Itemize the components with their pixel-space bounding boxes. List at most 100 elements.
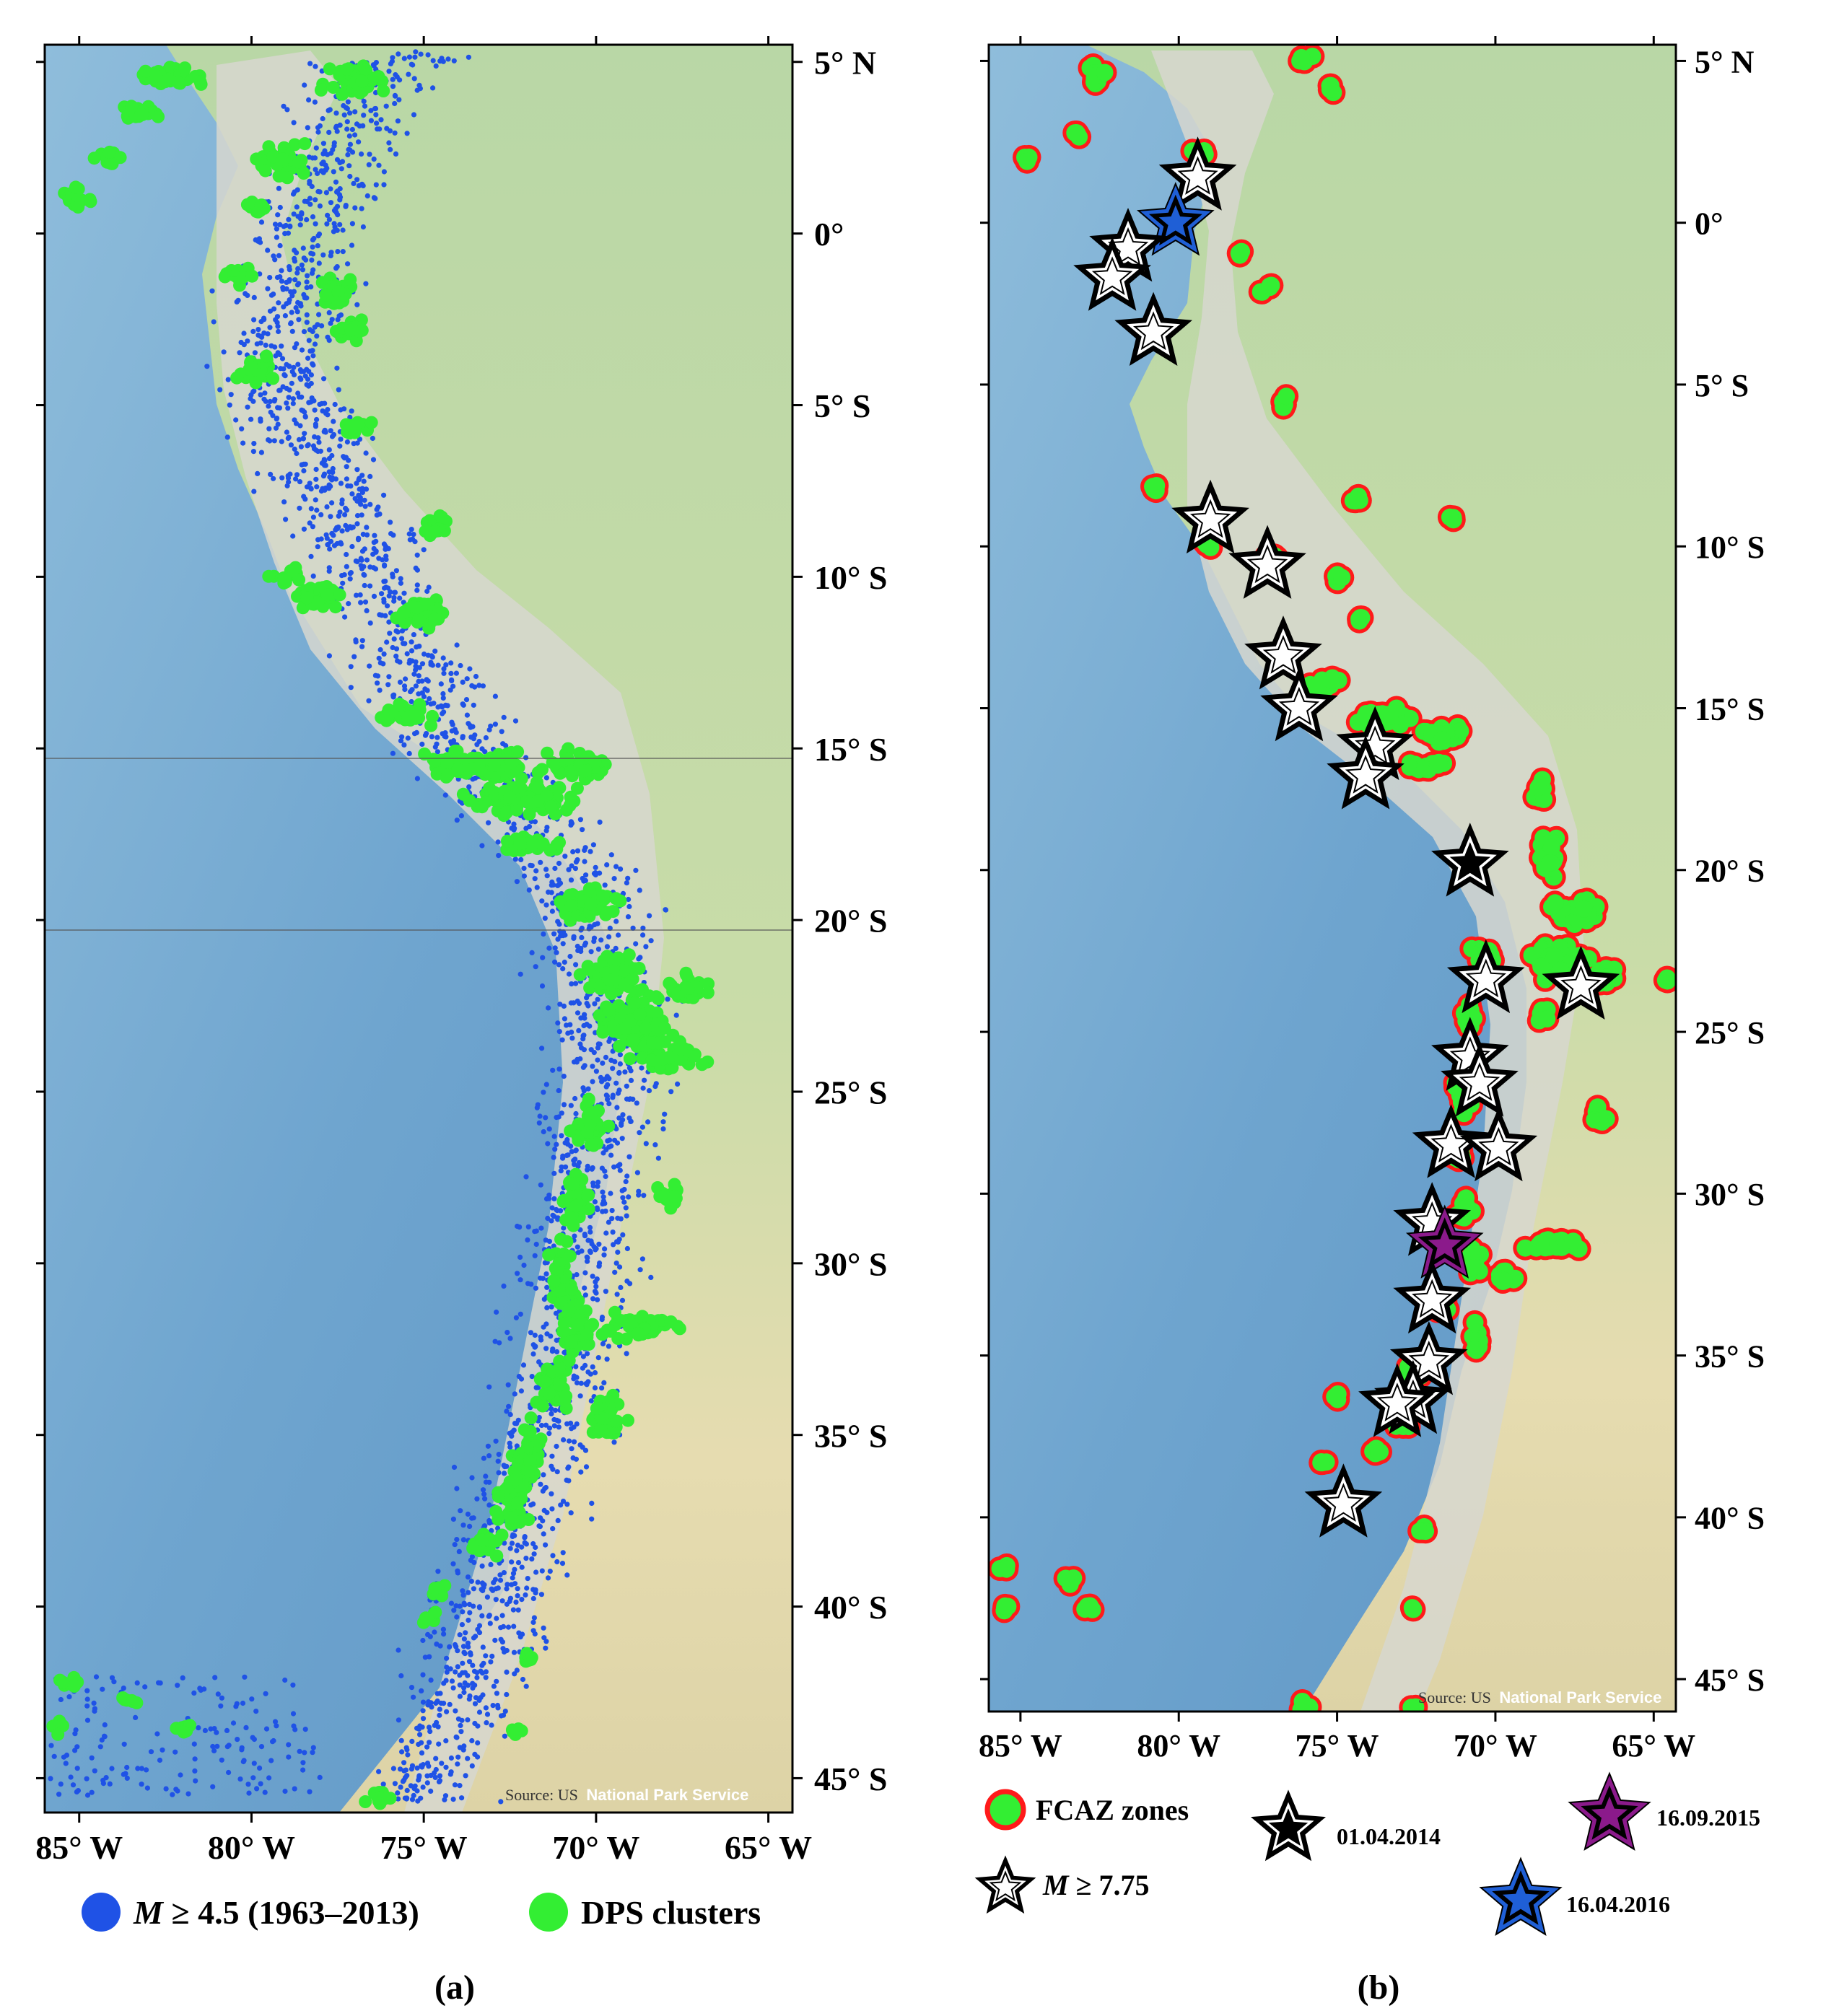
earthquake-point	[392, 130, 398, 136]
earthquake-point	[359, 638, 365, 644]
earthquake-point	[453, 670, 460, 676]
earthquake-point	[585, 1258, 590, 1264]
earthquake-point	[278, 366, 284, 372]
earthquake-point	[293, 476, 299, 482]
earthquake-point	[265, 247, 271, 253]
earthquake-point	[424, 1744, 430, 1750]
earthquake-point	[497, 1572, 503, 1578]
earthquake-point	[533, 1544, 538, 1551]
earthquake-point	[551, 1416, 557, 1423]
earthquake-point	[605, 1082, 611, 1087]
dps-cluster-point	[553, 1378, 567, 1392]
earthquake-point	[457, 1673, 463, 1678]
earthquake-point	[410, 62, 416, 68]
earthquake-point	[416, 673, 421, 679]
earthquake-point	[514, 879, 520, 885]
earthquake-point	[406, 71, 411, 77]
earthquake-point	[474, 1496, 480, 1502]
earthquake-point	[442, 1793, 449, 1799]
earthquake-point	[594, 1276, 600, 1282]
earthquake-point	[522, 1535, 528, 1541]
earthquake-point	[481, 1491, 487, 1497]
earthquake-point	[273, 425, 279, 431]
earthquake-point	[411, 632, 417, 638]
earthquake-point	[583, 872, 589, 878]
earthquake-point	[293, 304, 299, 311]
earthquake-point	[542, 1260, 548, 1266]
earthquake-point	[325, 412, 331, 418]
earthquake-point	[367, 583, 373, 589]
dps-cluster-point	[419, 1611, 432, 1625]
dps-cluster-point	[382, 704, 396, 716]
earthquake-point	[372, 566, 379, 572]
lat-label: 20° S	[814, 903, 887, 939]
earthquake-point	[321, 471, 328, 477]
earthquake-point	[335, 317, 341, 323]
earthquake-point	[640, 932, 646, 938]
earthquake-point	[142, 1684, 148, 1690]
earthquake-point	[571, 935, 577, 941]
dps-cluster-point	[619, 1022, 632, 1035]
earthquake-point	[343, 522, 349, 529]
earthquake-point	[294, 204, 300, 210]
earthquake-point	[347, 524, 353, 530]
earthquake-point	[510, 1607, 517, 1613]
earthquake-point	[526, 887, 532, 893]
dps-cluster-point	[245, 269, 259, 283]
earthquake-point	[348, 685, 354, 691]
earthquake-point	[291, 211, 297, 217]
earthquake-point	[419, 678, 425, 684]
earthquake-point	[538, 859, 543, 865]
earthquake-point	[496, 1470, 502, 1476]
earthquake-point	[479, 1613, 485, 1618]
dps-cluster-point	[344, 323, 357, 337]
earthquake-point	[382, 585, 388, 591]
earthquake-point	[381, 182, 387, 188]
earthquake-point	[549, 1304, 554, 1310]
lon-label: 70° W	[552, 1829, 639, 1866]
earthquake-point	[472, 1701, 479, 1706]
earthquake-point	[262, 390, 268, 396]
earthquake-point	[97, 1744, 103, 1750]
fcaz-zone	[1202, 538, 1220, 556]
earthquake-point	[301, 526, 307, 532]
dps-cluster-point	[266, 150, 280, 164]
earthquake-point	[544, 1284, 550, 1290]
earthquake-point	[395, 1790, 401, 1796]
dps-cluster-point	[652, 1036, 665, 1050]
earthquake-point	[381, 599, 387, 605]
earthquake-point	[549, 1453, 555, 1459]
earthquake-point	[595, 1057, 600, 1063]
earthquake-point	[84, 1688, 90, 1693]
earthquake-point	[443, 662, 449, 668]
dps-cluster-point	[572, 1134, 585, 1147]
earthquake-point	[451, 58, 457, 63]
fcaz-zone	[1333, 569, 1351, 587]
earthquake-point	[448, 1769, 454, 1775]
dps-cluster-point	[177, 1725, 191, 1739]
earthquake-point	[443, 734, 449, 740]
earthquake-point	[593, 1069, 600, 1074]
earthquake-point	[558, 1502, 564, 1508]
earthquake-point	[472, 1751, 478, 1757]
andes-relief-b	[1151, 51, 1584, 1712]
earthquake-point	[235, 297, 241, 303]
earthquake-point	[596, 1241, 602, 1247]
earthquake-point	[349, 543, 355, 550]
earthquake-point	[600, 1341, 606, 1346]
earthquake-point	[211, 1748, 217, 1753]
earthquake-point	[450, 1516, 457, 1522]
earthquake-point	[390, 84, 396, 89]
earthquake-point	[417, 86, 424, 92]
fcaz-zone	[1430, 753, 1448, 771]
earthquake-point	[546, 1126, 552, 1132]
dps-cluster-point	[258, 164, 272, 178]
earthquake-point	[455, 1754, 461, 1760]
earthquake-point	[221, 349, 227, 355]
earthquake-point	[338, 481, 344, 486]
earthquake-point	[310, 514, 316, 520]
dps-cluster-point	[136, 108, 149, 121]
earthquake-point	[300, 1760, 306, 1766]
earthquake-point	[313, 145, 319, 151]
earthquake-point	[398, 576, 403, 582]
